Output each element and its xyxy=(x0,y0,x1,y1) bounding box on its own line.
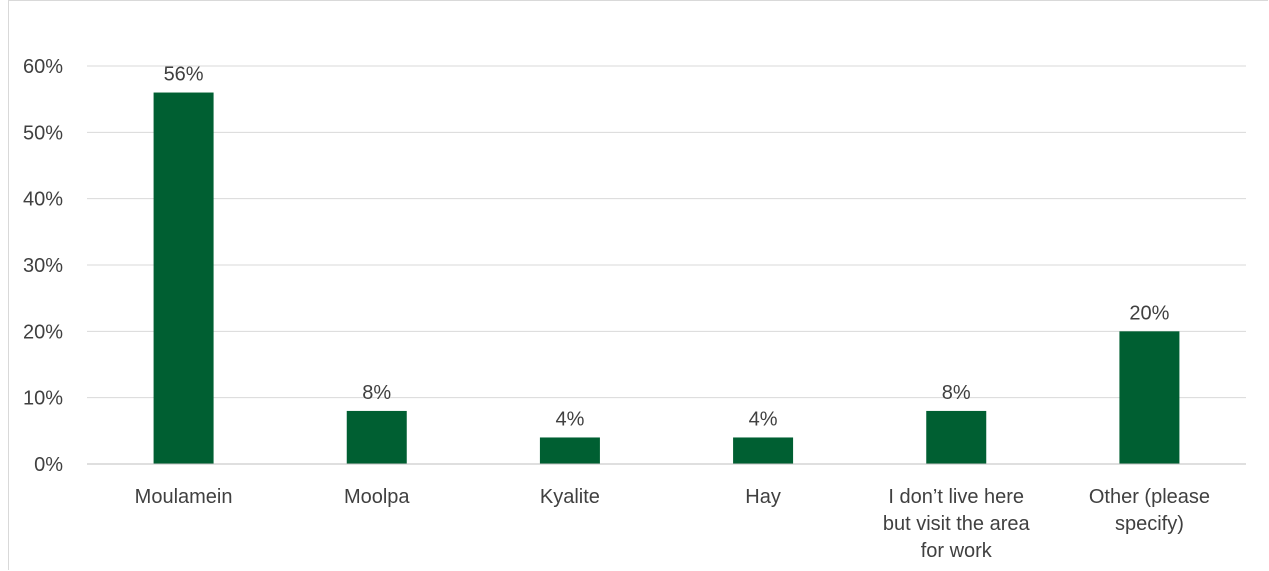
chart-frame xyxy=(8,0,1268,570)
data-label: 4% xyxy=(749,408,778,430)
category-label: Kyalite xyxy=(540,486,600,508)
category-label: Hay xyxy=(745,486,781,508)
y-tick-label: 0% xyxy=(34,454,63,476)
category-label-line: Kyalite xyxy=(540,486,600,508)
category-label-line: Other (please xyxy=(1089,486,1210,508)
data-label: 20% xyxy=(1129,302,1169,324)
y-tick-label: 30% xyxy=(23,255,63,277)
category-label: I don’t live here but visit the area for w… xyxy=(883,486,1031,562)
data-labels: 56% 8% 4% 4% 8% 20% xyxy=(164,64,1170,431)
bar xyxy=(733,437,794,464)
data-label: 56% xyxy=(164,64,204,86)
y-tick-label: 20% xyxy=(23,321,63,343)
category-label-line: for work xyxy=(921,540,993,562)
category-label: Moolpa xyxy=(344,486,410,508)
data-label: 4% xyxy=(555,408,584,430)
category-label: Moulamein xyxy=(135,486,233,508)
bar xyxy=(346,410,407,464)
data-label: 8% xyxy=(942,382,971,404)
category-label-line: I don’t live here xyxy=(888,486,1024,508)
bar xyxy=(539,437,600,464)
category-label-line: but visit the area xyxy=(883,513,1031,535)
category-label-line: specify) xyxy=(1115,513,1184,535)
x-axis-categories: Moulamein Moolpa Kyalite Hay I don’t live he… xyxy=(135,486,1210,562)
data-label: 8% xyxy=(362,382,391,404)
y-axis-ticks: 0% 10% 20% 30% 40% 50% 60% xyxy=(23,56,63,476)
bar xyxy=(926,410,987,464)
y-tick-label: 50% xyxy=(23,122,63,144)
category-label: Other (please specify) xyxy=(1089,486,1210,535)
category-label-line: Moulamein xyxy=(135,486,233,508)
category-label-line: Moolpa xyxy=(344,486,410,508)
bars xyxy=(153,92,1180,465)
gridlines xyxy=(87,65,1246,399)
category-label-line: Hay xyxy=(745,486,781,508)
y-tick-label: 60% xyxy=(23,56,63,78)
y-tick-label: 40% xyxy=(23,189,63,211)
bar xyxy=(153,92,214,465)
bar xyxy=(1119,331,1180,464)
y-tick-label: 10% xyxy=(23,388,63,410)
